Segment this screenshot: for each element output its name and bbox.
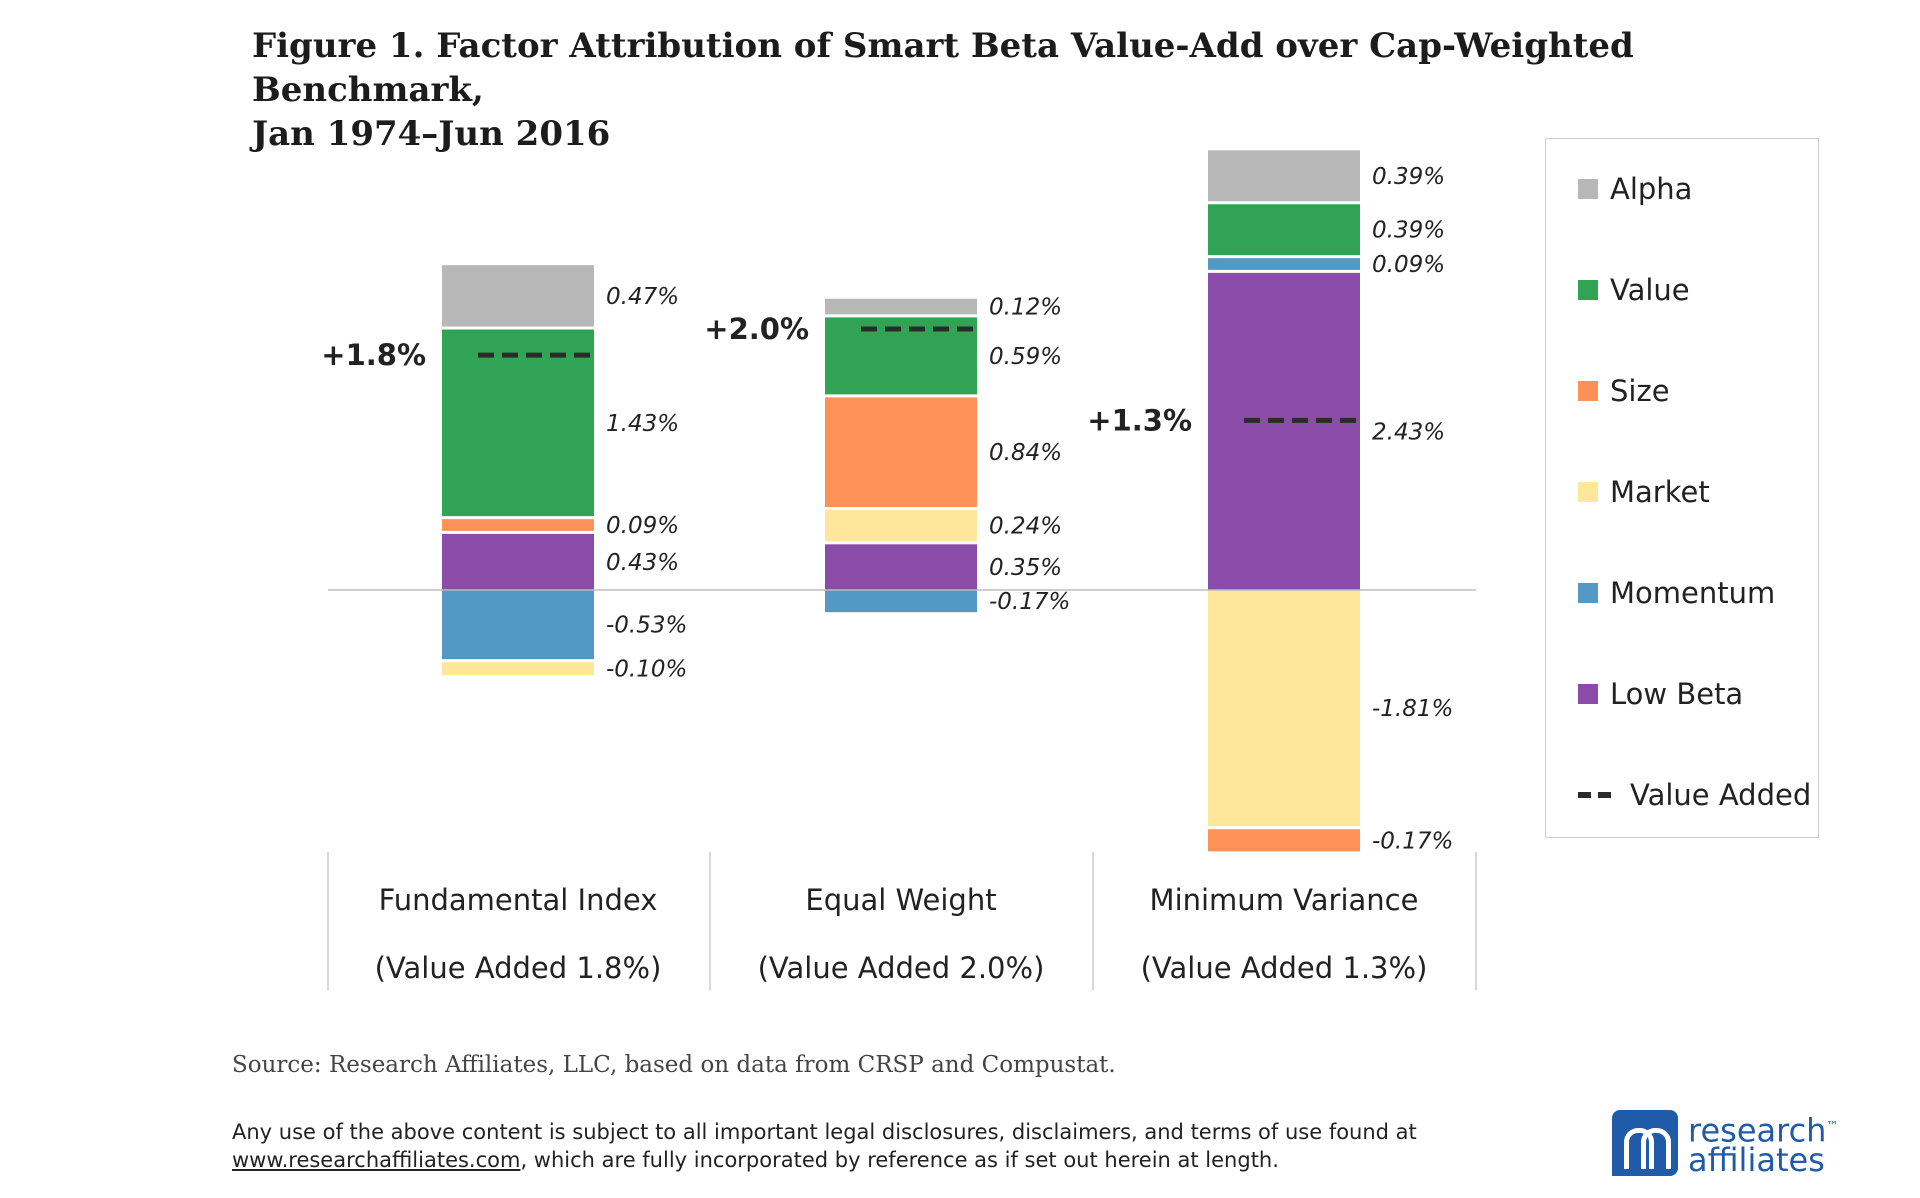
data-label-minimum-variance-momentum: 0.09% — [1372, 252, 1445, 278]
data-label-minimum-variance-value: 0.39% — [1372, 218, 1445, 244]
disclaimer-link[interactable]: www.researchaffiliates.com — [232, 1148, 521, 1172]
bar-segment-fundamental-index-momentum — [442, 590, 594, 660]
data-label-fundamental-index-alpha: 0.47% — [606, 284, 679, 310]
chart-title: Figure 1. Factor Attribution of Smart Be… — [252, 24, 1872, 156]
logo-mark-icon — [1612, 1110, 1678, 1176]
data-label-equal-weight-size: 0.84% — [989, 440, 1062, 466]
logo-trademark: ™ — [1826, 1118, 1839, 1133]
legend-item-momentum: Momentum — [1578, 573, 1775, 613]
legend-swatch-size — [1578, 381, 1598, 401]
disclaimer-text-1: Any use of the above content is subject … — [232, 1120, 1417, 1144]
data-label-minimum-variance-size: -0.17% — [1372, 828, 1453, 854]
legend-swatch-value — [1578, 280, 1598, 300]
data-label-minimum-variance-alpha: 0.39% — [1372, 164, 1445, 190]
data-label-fundamental-index-low-beta: 0.43% — [606, 550, 679, 576]
bar-segment-equal-weight-market — [825, 510, 977, 542]
logo-word-1: research — [1688, 1111, 1827, 1150]
legend-item-value: Value — [1578, 270, 1690, 310]
logo-word-2: affiliates — [1688, 1141, 1825, 1180]
category-label-equal-weight: Equal Weight — [805, 883, 996, 917]
data-label-equal-weight-low-beta: 0.35% — [989, 555, 1062, 581]
data-label-fundamental-index-momentum: -0.53% — [606, 613, 687, 639]
legend-item-size: Size — [1578, 371, 1670, 411]
bar-segment-fundamental-index-value — [442, 329, 594, 517]
disclaimer-text-2: , which are fully incorporated by refere… — [520, 1148, 1279, 1172]
legend-dash-icon — [1578, 792, 1614, 798]
bar-segment-equal-weight-momentum — [825, 590, 977, 613]
logo-wordmark: research™ affiliates — [1688, 1111, 1838, 1176]
bar-segment-minimum-variance-market — [1208, 590, 1360, 827]
data-label-equal-weight-market: 0.24% — [989, 514, 1062, 540]
legend-swatch-low-beta — [1578, 684, 1598, 704]
legend-label-market: Market — [1610, 475, 1710, 509]
legend-label-momentum: Momentum — [1610, 576, 1776, 610]
chart-title-line1: Figure 1. Factor Attribution of Smart Be… — [252, 26, 1634, 110]
legend-item-low-beta: Low Beta — [1578, 674, 1743, 714]
bar-segment-equal-weight-low-beta — [825, 544, 977, 590]
legend-item-market: Market — [1578, 472, 1710, 512]
bar-segment-fundamental-index-low-beta — [442, 533, 594, 590]
disclaimer: Any use of the above content is subject … — [232, 1118, 1432, 1174]
research-affiliates-logo: research™ affiliates — [1612, 1110, 1838, 1176]
legend-item-value-added: Value Added — [1578, 775, 1811, 815]
bar-segment-equal-weight-alpha — [825, 298, 977, 315]
category-sublabel-fundamental-index: (Value Added 1.8%) — [375, 951, 662, 985]
bar-segment-minimum-variance-value — [1208, 204, 1360, 256]
bar-segment-minimum-variance-low-beta — [1208, 272, 1360, 590]
legend-swatch-momentum — [1578, 583, 1598, 603]
data-label-minimum-variance-low-beta: 2.43% — [1372, 419, 1445, 445]
data-label-equal-weight-alpha: 0.12% — [989, 295, 1062, 321]
bar-segment-fundamental-index-market — [442, 662, 594, 676]
value-added-label-minimum-variance: +1.3% — [1087, 403, 1192, 437]
legend-label-low-beta: Low Beta — [1610, 677, 1744, 711]
source-note: Source: Research Affiliates, LLC, based … — [232, 1052, 1116, 1078]
legend-swatch-alpha — [1578, 179, 1598, 199]
value-added-label-equal-weight: +2.0% — [704, 312, 809, 346]
data-label-equal-weight-momentum: -0.17% — [989, 589, 1070, 615]
category-sublabel-equal-weight: (Value Added 2.0%) — [758, 951, 1045, 985]
legend-label-size: Size — [1610, 374, 1670, 408]
legend-label-value: Value — [1610, 273, 1690, 307]
category-label-minimum-variance: Minimum Variance — [1150, 883, 1419, 917]
data-label-equal-weight-value: 0.59% — [989, 344, 1062, 370]
value-added-label-fundamental-index: +1.8% — [321, 338, 426, 372]
bar-segment-minimum-variance-alpha — [1208, 150, 1360, 202]
bar-segment-minimum-variance-size — [1208, 829, 1360, 852]
legend-swatch-market — [1578, 482, 1598, 502]
bar-segment-equal-weight-size — [825, 397, 977, 508]
category-label-fundamental-index: Fundamental Index — [379, 883, 658, 917]
data-label-fundamental-index-size: 0.09% — [606, 513, 679, 539]
legend: Alpha Value Size Market Momentum Low Beta Valu… — [1545, 138, 1819, 838]
legend-label-value-added: Value Added — [1630, 778, 1812, 812]
legend-item-alpha: Alpha — [1578, 169, 1692, 209]
category-sublabel-minimum-variance: (Value Added 1.3%) — [1141, 951, 1428, 985]
legend-label-alpha: Alpha — [1610, 172, 1693, 206]
data-label-fundamental-index-market: -0.10% — [606, 657, 687, 683]
bar-segment-fundamental-index-alpha — [442, 265, 594, 327]
data-label-fundamental-index-value: 1.43% — [606, 411, 679, 437]
chart-title-line2: Jan 1974–Jun 2016 — [252, 114, 611, 154]
stacked-bar-chart: 0.47% 1.43% 0.09% 0.43% -0.53% -0.10% +1.8% 0.1… — [321, 150, 1477, 990]
bar-segment-minimum-variance-momentum — [1208, 258, 1360, 270]
data-label-minimum-variance-market: -1.81% — [1372, 696, 1453, 722]
bar-segment-fundamental-index-size — [442, 519, 594, 531]
